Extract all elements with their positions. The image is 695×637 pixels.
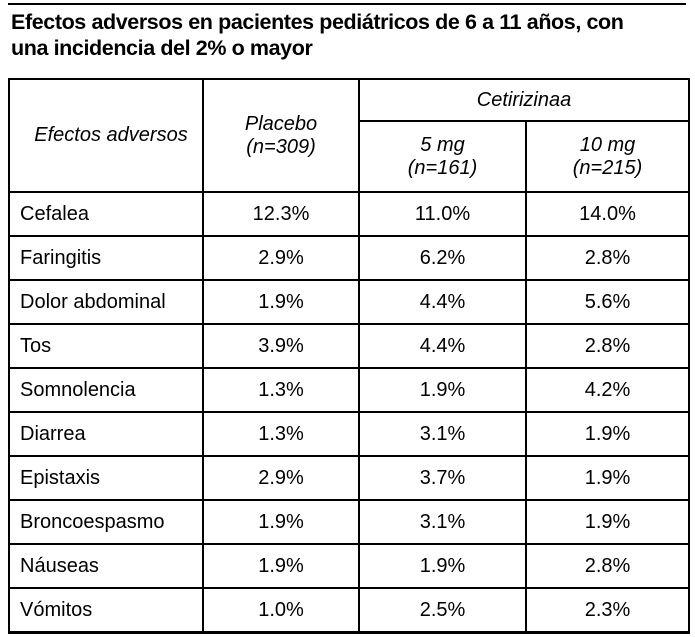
- table-row: Náuseas 1.9% 1.9% 2.8%: [8, 543, 691, 589]
- cell-10mg: 1.9%: [524, 455, 691, 501]
- table-row: Faringitis 2.9% 6.2% 2.8%: [8, 235, 691, 281]
- table-row: Vómitos 1.0% 2.5% 2.3%: [8, 587, 691, 634]
- row-label: Broncoespasmo: [8, 499, 204, 545]
- cell-10mg: 4.2%: [524, 367, 691, 413]
- cell-placebo: 3.9%: [202, 323, 360, 369]
- page-title-line-1: Efectos adversos en pacientes pediátrico…: [11, 10, 624, 34]
- row-label: Náuseas: [8, 543, 204, 589]
- row-label: Faringitis: [8, 235, 204, 281]
- cell-5mg: 3.1%: [358, 411, 527, 457]
- cell-5mg: 1.9%: [358, 543, 527, 589]
- cell-placebo: 1.0%: [202, 587, 360, 634]
- cell-5mg: 3.1%: [358, 499, 527, 545]
- cell-placebo: 1.3%: [202, 411, 360, 457]
- cell-5mg: 6.2%: [358, 235, 527, 281]
- table-row: Dolor abdominal 1.9% 4.4% 5.6%: [8, 279, 691, 325]
- cell-placebo: 1.3%: [202, 367, 360, 413]
- table-row: Diarrea 1.3% 3.1% 1.9%: [8, 411, 691, 457]
- row-label: Vómitos: [8, 587, 204, 634]
- column-header-effects: Efectos adversos: [8, 78, 204, 193]
- cell-10mg: 2.8%: [524, 323, 691, 369]
- row-label: Somnolencia: [8, 367, 204, 413]
- row-label: Tos: [8, 323, 204, 369]
- row-label: Dolor abdominal: [8, 279, 204, 325]
- cell-placebo: 2.9%: [202, 455, 360, 501]
- header-row-group: Efectos adversos Placebo (n=309) Cetiriz…: [8, 78, 691, 193]
- cell-5mg: 4.4%: [358, 323, 527, 369]
- cell-5mg: 11.0%: [358, 191, 527, 237]
- table-body: Cefalea 12.3% 11.0% 14.0% Faringitis 2.9…: [8, 191, 691, 634]
- cell-placebo: 1.9%: [202, 543, 360, 589]
- column-group-cetirizina: Cetirizinaa: [357, 78, 691, 122]
- table-header: Efectos adversos Placebo (n=309) Cetiriz…: [8, 78, 691, 193]
- cell-placebo: 1.9%: [202, 279, 360, 325]
- cell-5mg: 2.5%: [358, 587, 527, 634]
- top-rule: [8, 3, 686, 5]
- column-header-placebo: Placebo (n=309): [202, 78, 360, 193]
- row-label: Diarrea: [8, 411, 204, 457]
- page-title-line-2: una incidencia del 2% o mayor: [11, 36, 313, 60]
- table-row: Cefalea 12.3% 11.0% 14.0%: [8, 191, 691, 237]
- cell-10mg: 2.3%: [524, 587, 691, 634]
- cell-10mg: 2.8%: [524, 543, 691, 589]
- page-title: Efectos adversos en pacientes pediátrico…: [11, 9, 693, 61]
- table-row: Epistaxis 2.9% 3.7% 1.9%: [8, 455, 691, 501]
- column-header-5mg: 5 mg (n=161): [358, 120, 527, 193]
- cell-10mg: 1.9%: [524, 411, 691, 457]
- adverse-effects-table: Efectos adversos Placebo (n=309) Cetiriz…: [8, 78, 691, 634]
- header-row-doses: 5 mg (n=161) 10 mg (n=215): [9, 120, 691, 193]
- table-row: Somnolencia 1.3% 1.9% 4.2%: [8, 367, 691, 413]
- cell-10mg: 14.0%: [524, 191, 691, 237]
- cell-10mg: 5.6%: [524, 279, 691, 325]
- cell-10mg: 2.8%: [524, 235, 691, 281]
- cell-placebo: 1.9%: [202, 499, 360, 545]
- cell-placebo: 2.9%: [202, 235, 360, 281]
- cell-5mg: 1.9%: [358, 367, 527, 413]
- cell-placebo: 12.3%: [202, 191, 360, 237]
- cell-5mg: 4.4%: [358, 279, 527, 325]
- cell-5mg: 3.7%: [358, 455, 527, 501]
- table-row: Tos 3.9% 4.4% 2.8%: [8, 323, 691, 369]
- cell-10mg: 1.9%: [524, 499, 691, 545]
- column-header-10mg: 10 mg (n=215): [524, 120, 691, 193]
- table-row: Broncoespasmo 1.9% 3.1% 1.9%: [8, 499, 691, 545]
- row-label: Epistaxis: [8, 455, 204, 501]
- row-label: Cefalea: [8, 191, 204, 237]
